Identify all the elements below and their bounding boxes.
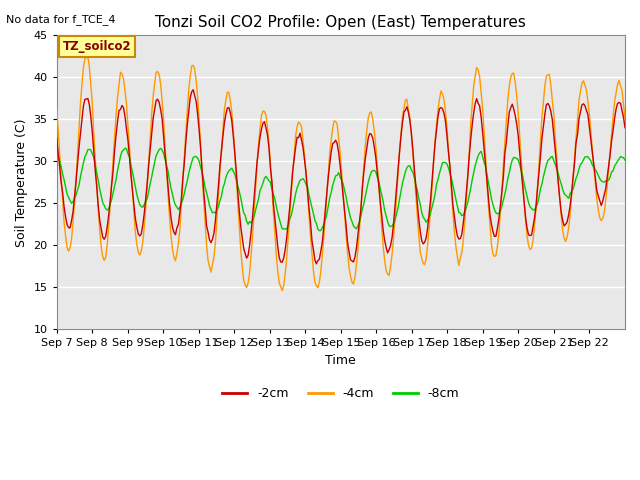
Y-axis label: Soil Temperature (C): Soil Temperature (C) [15, 118, 28, 247]
X-axis label: Time: Time [326, 354, 356, 367]
Text: No data for f_TCE_4: No data for f_TCE_4 [6, 14, 116, 25]
Legend: -2cm, -4cm, -8cm: -2cm, -4cm, -8cm [218, 383, 465, 406]
Title: Tonzi Soil CO2 Profile: Open (East) Temperatures: Tonzi Soil CO2 Profile: Open (East) Temp… [156, 15, 526, 30]
Text: TZ_soilco2: TZ_soilco2 [62, 40, 131, 53]
